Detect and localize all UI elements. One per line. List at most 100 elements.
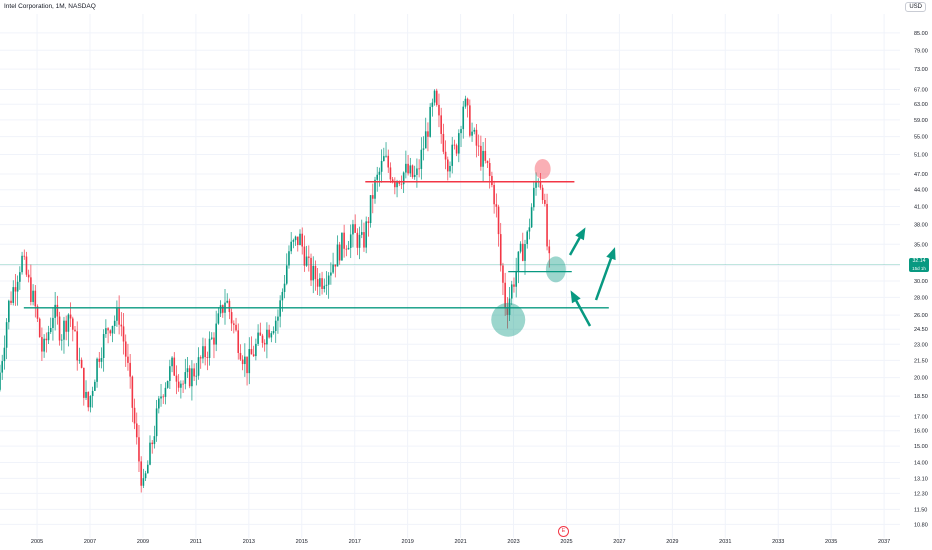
candle-body xyxy=(305,256,308,266)
candle-body xyxy=(191,368,193,387)
candle-body xyxy=(270,333,273,338)
candle-body xyxy=(530,207,533,228)
y-tick-label: 18.50 xyxy=(914,394,928,400)
y-tick-label: 12.30 xyxy=(914,491,928,497)
candle-body xyxy=(453,144,456,146)
candle-body xyxy=(482,150,484,167)
candle-body xyxy=(257,332,259,344)
candle-body xyxy=(169,366,171,381)
y-tick-label: 51.00 xyxy=(914,153,928,159)
x-tick-label: 2027 xyxy=(613,539,625,545)
y-tick-label: 21.50 xyxy=(914,358,928,364)
candle-body xyxy=(292,240,295,242)
y-tick-label: 15.00 xyxy=(914,444,928,450)
candle-body xyxy=(517,251,520,271)
x-tick-label: 2011 xyxy=(190,539,202,545)
candle-body xyxy=(116,307,118,321)
candle-body xyxy=(528,227,531,232)
candle-body xyxy=(268,329,270,338)
currency-button[interactable]: USD xyxy=(905,2,926,12)
candle-body xyxy=(389,167,392,180)
candle-body xyxy=(230,312,233,324)
candle-body xyxy=(285,265,288,284)
candle-body xyxy=(0,372,1,390)
y-tick-label: 44.00 xyxy=(914,188,928,194)
arrow-up-2 xyxy=(594,247,616,301)
x-tick-label: 2033 xyxy=(772,539,784,545)
candle-body xyxy=(266,329,268,345)
candle-body xyxy=(83,367,85,398)
candle-body xyxy=(124,341,127,357)
candle-body xyxy=(277,316,279,321)
candle-body xyxy=(422,148,425,150)
candle-body xyxy=(56,304,59,317)
candle-body xyxy=(233,323,235,325)
earnings-marker-icon[interactable]: E xyxy=(558,526,569,537)
candle-body xyxy=(16,281,19,292)
candle-body xyxy=(226,300,229,303)
candle-body xyxy=(69,314,72,319)
candle-body xyxy=(149,442,151,465)
candle-body xyxy=(80,359,83,368)
candle-body xyxy=(202,346,204,359)
candle-body xyxy=(166,380,169,388)
candle-body xyxy=(175,375,178,382)
candle-body xyxy=(515,270,517,287)
candle-body xyxy=(63,320,65,340)
candle-body xyxy=(345,248,348,250)
x-tick-label: 2013 xyxy=(243,539,255,545)
candle-body xyxy=(471,131,473,136)
candle-body xyxy=(338,244,341,261)
candle-body xyxy=(486,160,489,164)
candle-body xyxy=(484,150,487,161)
y-tick-label: 10.80 xyxy=(914,522,928,528)
candle-body xyxy=(358,234,361,248)
candle-body xyxy=(469,105,471,136)
candle-body xyxy=(60,339,63,341)
candle-body xyxy=(352,224,354,235)
candle-body xyxy=(435,90,438,105)
candle-body xyxy=(3,347,6,362)
candle-body xyxy=(363,232,365,248)
arrow-up-1 xyxy=(568,227,586,256)
candle-body xyxy=(162,396,165,398)
candle-body xyxy=(186,368,189,373)
candle-body xyxy=(32,290,34,302)
y-tick-label: 20.00 xyxy=(914,376,928,382)
y-tick-label: 73.00 xyxy=(914,67,928,73)
candle-body xyxy=(303,246,306,266)
x-tick-label: 2031 xyxy=(719,539,731,545)
candle-body xyxy=(239,352,242,360)
candle-body xyxy=(133,407,136,424)
candle-body xyxy=(30,277,32,302)
candle-body xyxy=(105,328,107,335)
candle-body xyxy=(146,464,149,474)
candle-body xyxy=(38,318,41,338)
candle-body xyxy=(281,291,284,301)
current-price-badge: 32.14 15d 1h xyxy=(909,257,929,272)
candle-body xyxy=(308,256,310,258)
candle-body xyxy=(524,244,526,261)
candle-body xyxy=(8,300,10,323)
candle-body xyxy=(204,346,206,358)
candle-body xyxy=(138,437,140,462)
candle-body xyxy=(416,168,418,175)
y-tick-label: 41.00 xyxy=(914,205,928,211)
candle-body xyxy=(398,181,401,184)
candle-body xyxy=(261,335,264,343)
candle-body xyxy=(43,338,45,352)
y-tick-label: 35.00 xyxy=(914,242,928,248)
candle-body xyxy=(334,264,337,267)
y-tick-label: 63.00 xyxy=(914,102,928,108)
candle-body xyxy=(71,318,74,330)
candle-body xyxy=(535,181,537,188)
candle-body xyxy=(491,175,493,186)
candle-body xyxy=(499,234,502,266)
x-tick-label: 2035 xyxy=(825,539,837,545)
candle-body xyxy=(164,387,167,397)
candle-body xyxy=(310,257,312,281)
candle-body xyxy=(219,305,222,314)
candle-body xyxy=(102,334,105,358)
candle-body xyxy=(312,265,315,281)
